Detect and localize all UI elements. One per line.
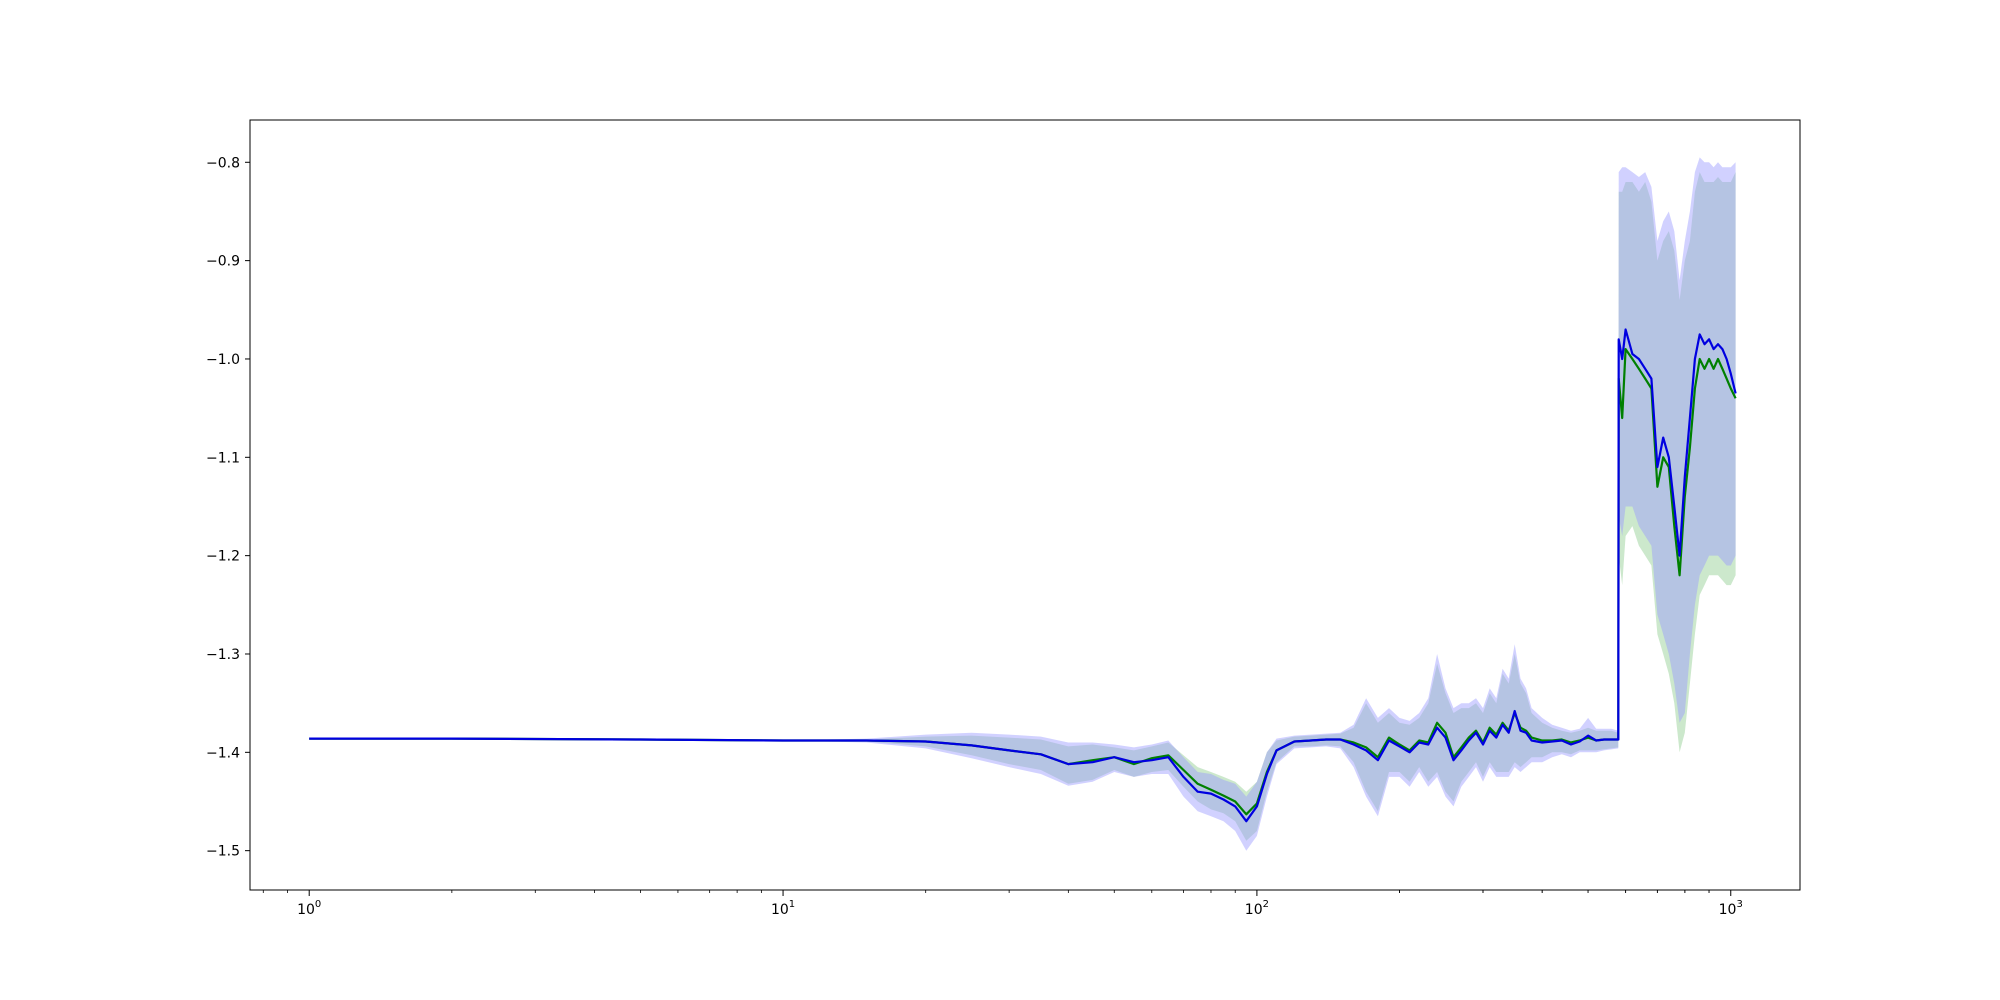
y-tick-label: −1.4	[206, 745, 240, 761]
y-tick-label: −1.1	[206, 450, 240, 466]
x-tick-label: 103	[1719, 899, 1743, 918]
y-tick-label: −1.3	[206, 647, 240, 663]
plot-frame	[249, 119, 1801, 891]
x-tick-label: 100	[297, 899, 321, 918]
series-2-line	[309, 328, 1737, 823]
y-tick-label: −0.9	[206, 254, 240, 270]
x-axis: 100 101 102 103	[262, 890, 1743, 918]
x-tick-label: 101	[771, 899, 795, 918]
confidence-bands	[309, 157, 1736, 851]
x-tick-label: 102	[1245, 899, 1269, 918]
y-tick-label: −0.8	[206, 155, 240, 171]
y-axis: −0.8 −0.9 −1.0 −1.1 −1.2 −1.3 −1.4 −1.5	[206, 155, 250, 860]
y-tick-label: −1.5	[206, 844, 240, 860]
y-tick-label: −1.2	[206, 549, 240, 565]
y-tick-label: −1.0	[206, 352, 240, 368]
series-2-band	[309, 157, 1736, 851]
series-lines	[309, 328, 1737, 823]
